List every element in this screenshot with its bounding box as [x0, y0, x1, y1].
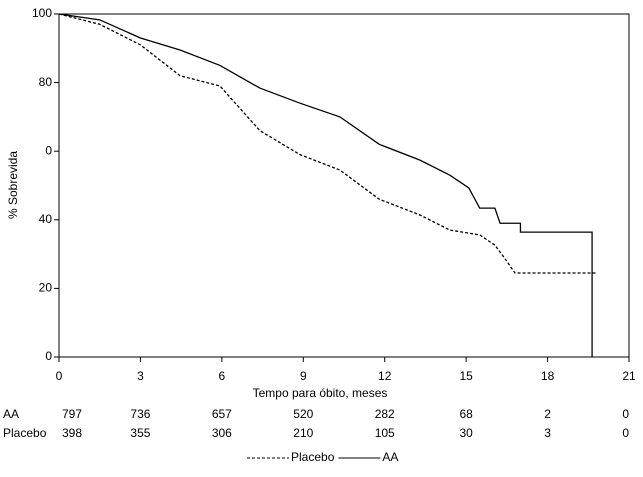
x-tick-label: 6	[219, 369, 226, 383]
y-tick-label: 40	[39, 212, 53, 226]
risk-value: 210	[293, 426, 313, 440]
survival-curve	[58, 13, 597, 274]
risk-value: 797	[62, 407, 82, 421]
y-tick-label: 0	[45, 143, 52, 157]
risk-value: 398	[62, 426, 82, 440]
risk-row-label: Placebo	[3, 426, 47, 440]
risk-value: 657	[212, 407, 232, 421]
risk-value: 520	[293, 407, 313, 421]
risk-value: 3	[544, 426, 551, 440]
x-tick-label: 15	[459, 369, 473, 383]
y-axis-label: % Sobrevida	[6, 151, 20, 219]
risk-value: 2	[544, 407, 551, 421]
x-tick-label: 0	[56, 369, 63, 383]
y-tick-label: 20	[39, 281, 53, 295]
x-tick-label: 18	[541, 369, 555, 383]
y-tick-label: 0	[45, 349, 52, 363]
legend-label: AA	[382, 450, 398, 464]
survival-curve	[58, 13, 593, 357]
x-tick-label: 12	[378, 369, 392, 383]
risk-value: 0	[622, 426, 629, 440]
x-tick-label: 9	[300, 369, 307, 383]
risk-row-label: AA	[3, 407, 19, 421]
x-axis-label: Tempo para óbito, meses	[253, 386, 388, 400]
x-tick-label: 3	[137, 369, 144, 383]
y-tick-label: 80	[39, 75, 53, 89]
risk-value: 282	[375, 407, 395, 421]
risk-value: 30	[459, 426, 473, 440]
plot-frame	[58, 13, 630, 358]
risk-value: 355	[130, 426, 150, 440]
y-tick-label: 100	[32, 6, 52, 20]
risk-value: 0	[622, 407, 629, 421]
risk-value: 736	[130, 407, 150, 421]
x-tick-label: 21	[622, 369, 636, 383]
legend-label: Placebo	[291, 450, 335, 464]
risk-value: 306	[212, 426, 232, 440]
risk-value: 105	[375, 426, 395, 440]
risk-value: 68	[459, 407, 473, 421]
